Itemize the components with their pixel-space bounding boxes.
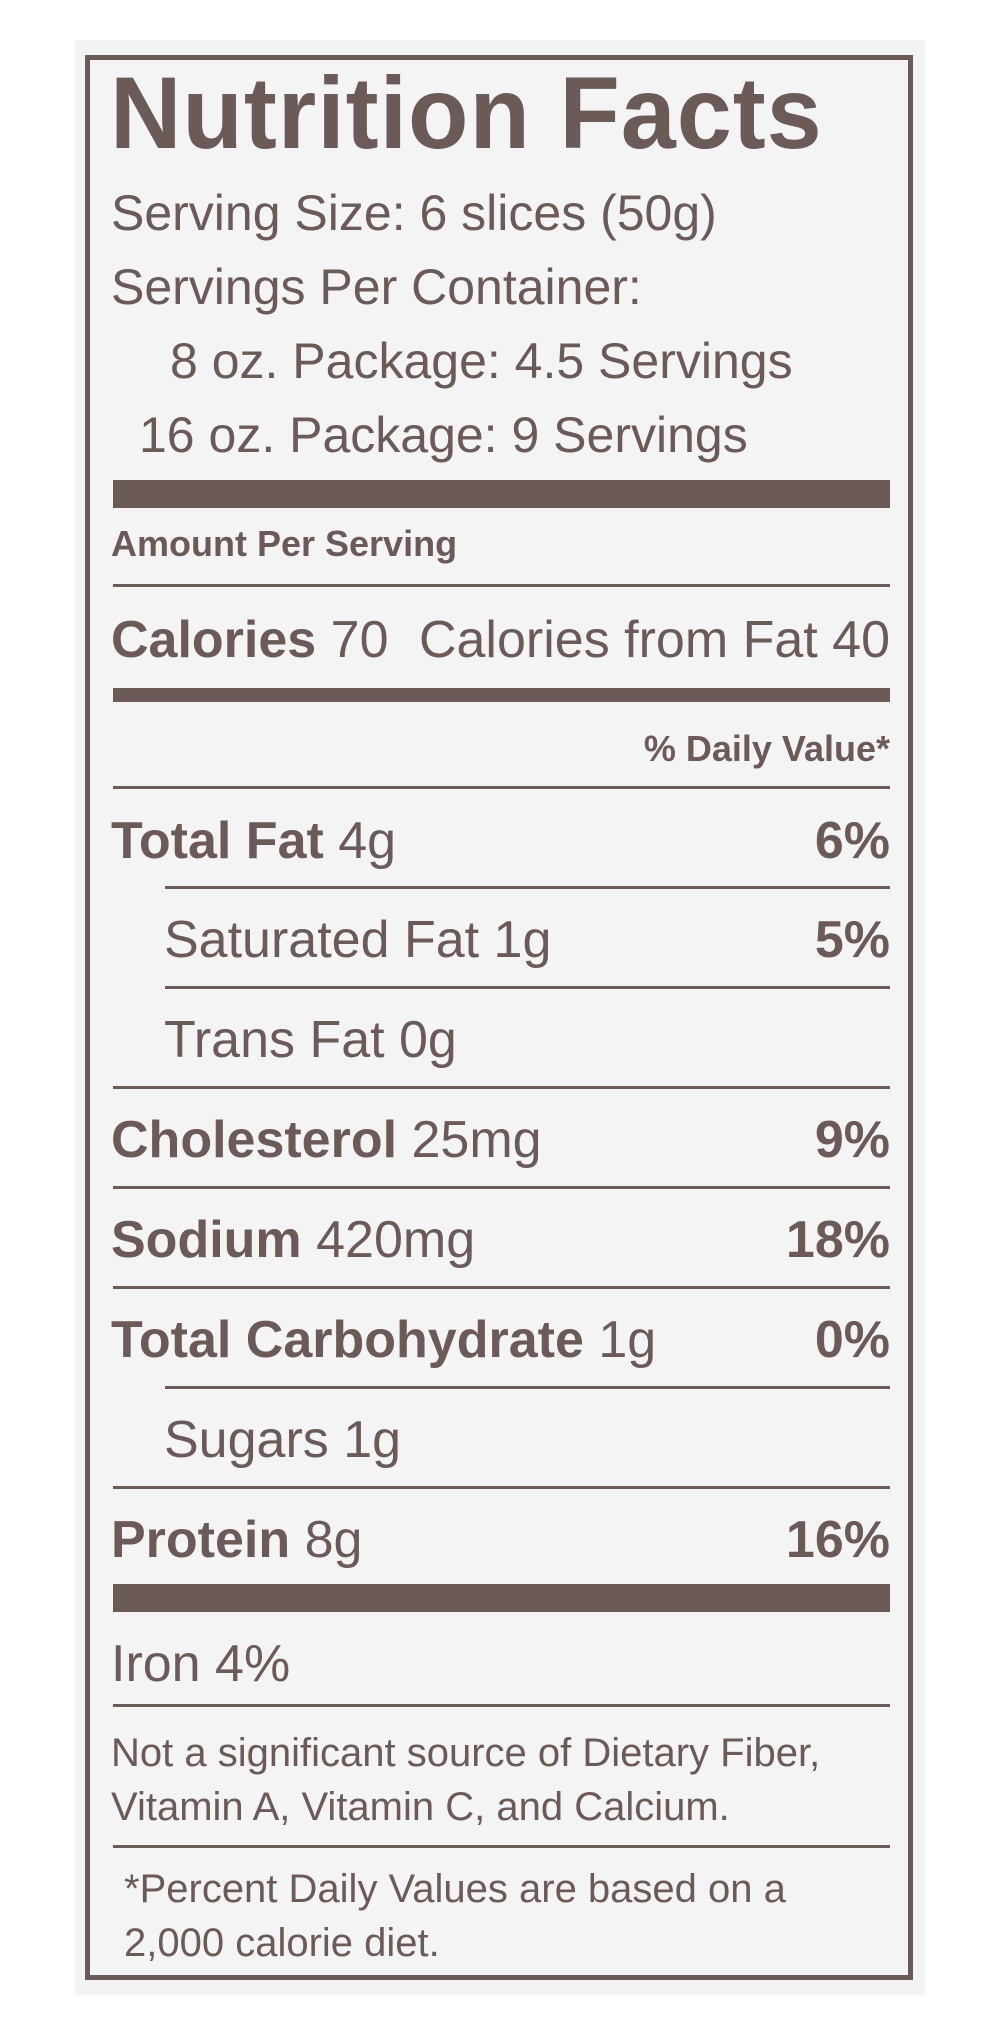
thick-divider-bottom [113, 1584, 890, 1612]
label-title: Nutrition Facts [110, 56, 823, 170]
sodium-dv: 18% [785, 1211, 890, 1269]
total-fat-dv: 6% [814, 812, 890, 870]
package-8oz: 8 oz. Package: 4.5 Servings [170, 333, 793, 389]
cholesterol-row: Cholesterol 25mg [111, 1114, 542, 1166]
not-significant-line2: Vitamin A, Vitamin C, and Calcium. [111, 1785, 730, 1829]
serving-size: Serving Size: 6 slices (50g) [111, 185, 717, 241]
medium-divider [113, 688, 890, 702]
saturated-fat-label: Saturated Fat 1g [164, 911, 552, 969]
saturated-fat-dv: 5% [814, 911, 890, 969]
rule [113, 1186, 890, 1189]
footnote-line1: *Percent Daily Values are based on a [124, 1867, 786, 1911]
total-carbohydrate-dv: 0% [814, 1311, 890, 1369]
protein-label: Protein [111, 1511, 291, 1569]
rule [113, 1086, 890, 1089]
rule [165, 986, 890, 989]
rule [165, 1386, 890, 1389]
thick-divider-top [113, 480, 890, 508]
cholesterol-amount: 25mg [411, 1111, 542, 1169]
rule [113, 1704, 890, 1707]
rule [113, 1486, 890, 1489]
sodium-amount: 420mg [316, 1211, 476, 1269]
package-16oz: 16 oz. Package: 9 Servings [139, 407, 748, 463]
total-carbohydrate-amount: 1g [598, 1311, 657, 1369]
rule [113, 584, 890, 587]
calories-from-fat: Calories from Fat 40 [418, 611, 890, 669]
iron: Iron 4% [111, 1635, 291, 1693]
footnote-line2: 2,000 calorie diet. [124, 1921, 440, 1965]
amount-per-serving: Amount Per Serving [111, 523, 458, 564]
calories-value: 70 [330, 611, 389, 669]
protein-dv: 16% [785, 1511, 890, 1569]
total-fat-label: Total Fat [111, 812, 324, 870]
not-significant-line1: Not a significant source of Dietary Fibe… [111, 1731, 821, 1775]
sodium-row: Sodium 420mg [111, 1214, 475, 1266]
total-carbohydrate-label: Total Carbohydrate [111, 1311, 584, 1369]
calories-row: Calories 70 [111, 614, 389, 666]
total-carbohydrate-row: Total Carbohydrate 1g [111, 1314, 656, 1366]
rule [113, 786, 890, 789]
protein-row: Protein 8g [111, 1514, 362, 1566]
cholesterol-dv: 9% [814, 1111, 890, 1169]
nutrition-label-panel [85, 55, 913, 1980]
sugars-label: Sugars 1g [164, 1411, 402, 1469]
trans-fat-label: Trans Fat 0g [164, 1011, 457, 1069]
protein-amount: 8g [304, 1511, 363, 1569]
rule [113, 1845, 890, 1848]
sodium-label: Sodium [111, 1211, 302, 1269]
rule [113, 1286, 890, 1289]
rule [165, 886, 890, 889]
servings-per-container: Servings Per Container: [111, 259, 642, 315]
total-fat-amount: 4g [338, 812, 397, 870]
total-fat-row: Total Fat 4g [111, 815, 396, 867]
calories-label: Calories [111, 611, 317, 669]
cholesterol-label: Cholesterol [111, 1111, 398, 1169]
daily-value-header: % Daily Value* [643, 728, 890, 769]
